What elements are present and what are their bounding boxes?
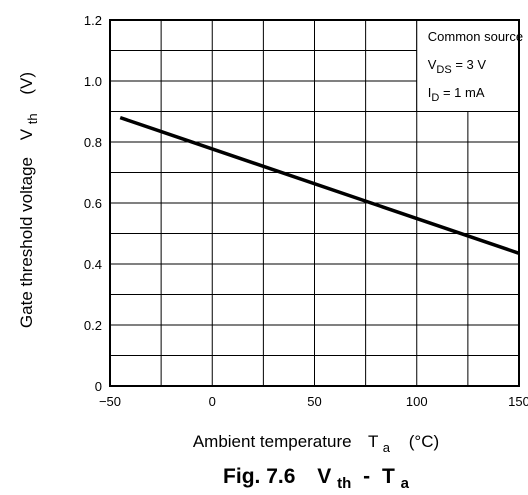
x-axis-unit: (°C) (409, 432, 439, 451)
vth-curve (119, 115, 520, 255)
condition-symbol: I (428, 85, 432, 100)
x-axis-symbol: T (368, 432, 378, 451)
y-axis-symbol-sub: th (25, 113, 40, 124)
figure-caption: Fig. 7.6 V th - T a (223, 465, 410, 493)
x-tick-label: 150 (508, 394, 528, 409)
y-axis-symbol: V (17, 128, 36, 140)
caption-v-sub: th (337, 475, 351, 492)
x-axis-title-text: Ambient temperature (193, 432, 352, 451)
plot-frame (109, 19, 520, 387)
condition-line: ID = 1 mA (428, 85, 485, 104)
condition-symbol-sub: DS (436, 64, 451, 76)
condition-value: = 3 V (452, 57, 487, 72)
y-tick-label: 1.2 (84, 13, 102, 28)
condition-text: Common source (428, 29, 523, 44)
caption-t-symbol: T (382, 465, 395, 488)
y-axis-title: Gate threshold voltage V th (V) (17, 72, 41, 328)
y-tick-label: 0 (95, 379, 102, 394)
y-tick-label: 0.6 (84, 196, 102, 211)
y-tick-label: 0.8 (84, 135, 102, 150)
x-tick-label: 0 (209, 394, 216, 409)
x-axis-title: Ambient temperature T a (°C) (193, 432, 439, 456)
caption-separator: - (363, 465, 370, 488)
y-axis-unit: (V) (17, 72, 36, 95)
caption-v-symbol: V (317, 465, 331, 488)
y-tick-label: 0.4 (84, 257, 102, 272)
caption-t-sub: a (401, 475, 410, 492)
x-tick-label: −50 (99, 394, 121, 409)
plot-series (119, 115, 520, 255)
condition-line: VDS = 3 V (428, 57, 487, 76)
x-tick-label: 100 (406, 394, 428, 409)
x-tick-label: 50 (307, 394, 321, 409)
condition-line: Common source (428, 29, 523, 44)
x-axis-symbol-sub: a (383, 440, 391, 455)
y-tick-label: 1.0 (84, 74, 102, 89)
y-tick-label: 0.2 (84, 318, 102, 333)
conditions-box: Common source VDS = 3 V ID = 1 mA (416, 19, 523, 112)
condition-symbol: V (428, 57, 437, 72)
condition-value: = 1 mA (439, 85, 484, 100)
y-axis-title-text: Gate threshold voltage (17, 157, 36, 328)
figure-caption-number: Fig. 7.6 (223, 465, 295, 488)
condition-symbol-sub: D (431, 92, 439, 104)
